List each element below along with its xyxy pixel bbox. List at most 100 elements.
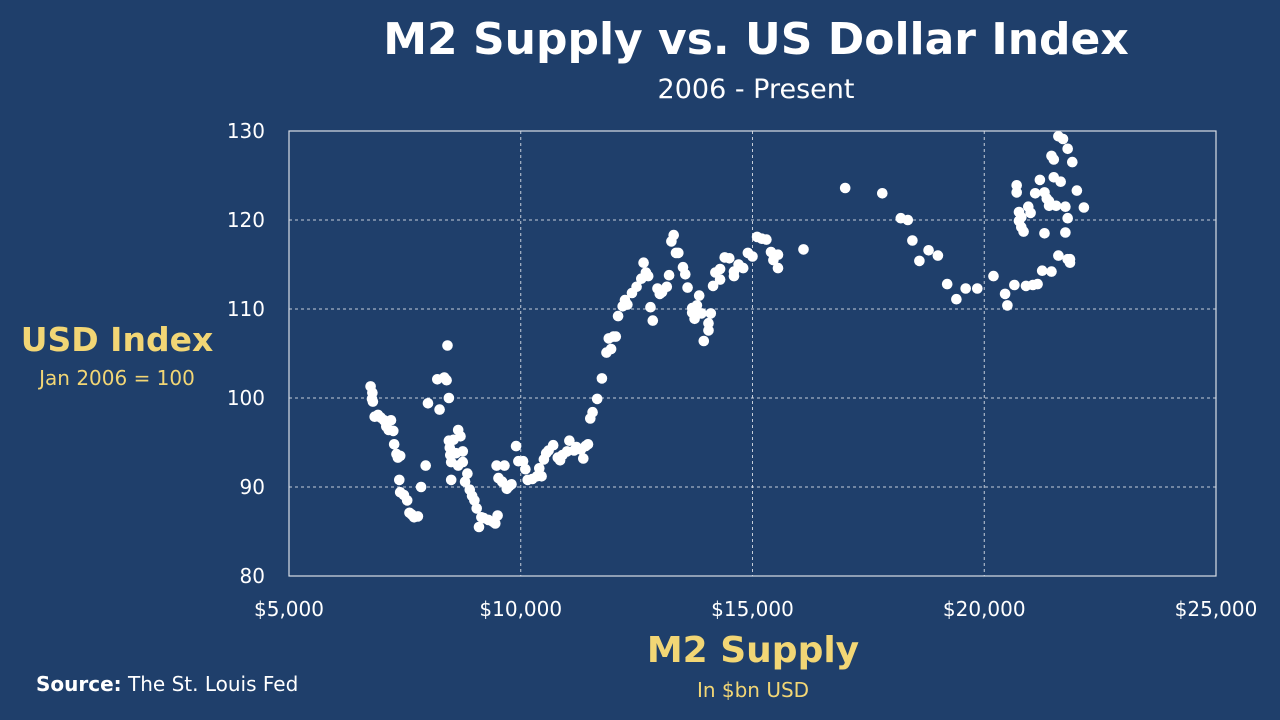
data-point: [951, 293, 962, 305]
y-tick-label: 110: [227, 297, 265, 321]
data-point: [457, 446, 469, 457]
data-point: [902, 214, 914, 226]
data-point: [972, 283, 983, 294]
data-point: [506, 479, 517, 490]
data-point: [1060, 201, 1071, 212]
data-point: [422, 398, 434, 409]
chart-subtitle: 2006 - Present: [657, 74, 855, 105]
data-point: [490, 518, 501, 529]
grid-lines: [289, 131, 1216, 576]
data-point: [1062, 212, 1073, 224]
data-point: [388, 425, 399, 437]
data-point: [1055, 176, 1066, 187]
data-point: [960, 283, 971, 294]
x-axis-subtitle: In $bn USD: [696, 678, 810, 702]
data-point: [839, 182, 851, 194]
data-point: [772, 249, 784, 260]
data-point: [1011, 187, 1022, 198]
chart-title: M2 Supply vs. US Dollar Index: [383, 14, 1129, 65]
data-point: [534, 463, 545, 474]
data-point: [1064, 253, 1076, 265]
data-point: [578, 453, 589, 464]
y-tick-label: 130: [227, 119, 265, 143]
data-point: [1071, 185, 1083, 196]
data-point: [1029, 188, 1041, 199]
data-point: [682, 282, 693, 293]
data-point: [1036, 265, 1048, 277]
data-point: [1067, 156, 1078, 168]
data-point: [491, 460, 502, 471]
y-axis-subtitle: Jan 2006 = 100: [39, 366, 195, 390]
data-point: [517, 455, 529, 467]
data-point: [1053, 250, 1064, 261]
data-point: [510, 440, 522, 452]
source-text: The St. Louis Fed: [128, 672, 299, 696]
data-point: [462, 468, 473, 479]
x-tick-label: $20,000: [943, 597, 1026, 621]
data-point: [877, 188, 888, 199]
x-tick-label: $5,000: [254, 597, 324, 621]
data-point: [596, 373, 608, 384]
data-point: [415, 481, 427, 493]
data-point: [388, 439, 400, 450]
data-point: [385, 415, 397, 426]
data-point: [520, 463, 531, 475]
data-point: [705, 308, 717, 319]
data-point: [661, 281, 673, 293]
data-point: [696, 308, 707, 319]
data-point: [1060, 227, 1071, 238]
data-point: [441, 374, 452, 386]
x-tick-label: $10,000: [479, 597, 562, 621]
data-point: [772, 262, 784, 274]
data-point: [1034, 174, 1046, 186]
data-point: [999, 288, 1011, 300]
data-point: [680, 269, 691, 280]
data-point: [442, 340, 453, 351]
data-point: [587, 406, 598, 418]
data-point: [1009, 279, 1020, 291]
data-point: [1002, 300, 1013, 311]
source-label: Source:: [36, 672, 122, 696]
y-tick-label: 90: [240, 475, 265, 499]
data-point: [499, 460, 510, 471]
data-point: [401, 495, 413, 506]
y-axis-title: USD Index: [20, 320, 214, 359]
data-point: [703, 317, 714, 329]
y-tick-label: 100: [227, 386, 265, 410]
data-point: [932, 250, 944, 261]
data-point: [645, 301, 656, 313]
data-point: [714, 263, 726, 275]
y-tick-label: 80: [240, 564, 265, 588]
plot-frame: [288, 130, 1217, 577]
data-point: [1016, 212, 1027, 223]
data-point: [591, 393, 603, 405]
data-point: [1018, 226, 1029, 237]
data-point: [547, 439, 559, 451]
data-point: [469, 495, 480, 506]
data-point: [724, 252, 735, 264]
data-point: [622, 299, 633, 310]
data-points: [365, 131, 1090, 533]
source-note: Source: The St. Louis Fed: [36, 672, 298, 696]
x-axis-title: M2 Supply: [646, 630, 860, 671]
data-point: [707, 280, 719, 292]
data-point: [747, 251, 758, 262]
data-point: [663, 269, 675, 281]
data-point: [691, 300, 703, 311]
data-point: [1048, 154, 1060, 165]
data-point: [1050, 200, 1062, 212]
data-point: [445, 474, 457, 486]
y-tick-label: 120: [227, 208, 265, 232]
data-point: [459, 476, 471, 488]
data-point: [471, 503, 483, 514]
data-point: [455, 431, 466, 442]
data-point: [631, 281, 642, 293]
data-point: [612, 310, 624, 322]
data-point: [536, 471, 547, 482]
tick-labels: $5,000 $10,000 $15,000 $20,000 $25,000 80 90 10…: [227, 119, 1258, 621]
x-tick-label: $25,000: [1175, 597, 1258, 621]
data-point: [798, 244, 809, 255]
data-point: [394, 474, 405, 486]
data-point: [1078, 202, 1090, 213]
